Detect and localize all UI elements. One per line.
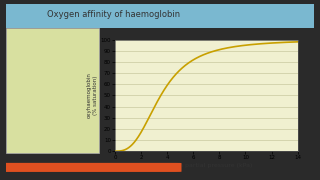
FancyBboxPatch shape	[6, 4, 314, 28]
FancyBboxPatch shape	[6, 28, 99, 153]
FancyBboxPatch shape	[0, 163, 181, 172]
Text: Oxygen affinity of haemoglobin: Oxygen affinity of haemoglobin	[47, 10, 180, 19]
X-axis label: oxygen partial pressure (kPa): oxygen partial pressure (kPa)	[160, 163, 252, 168]
Y-axis label: oxyhaemoglobin
(% saturation): oxyhaemoglobin (% saturation)	[87, 73, 98, 118]
